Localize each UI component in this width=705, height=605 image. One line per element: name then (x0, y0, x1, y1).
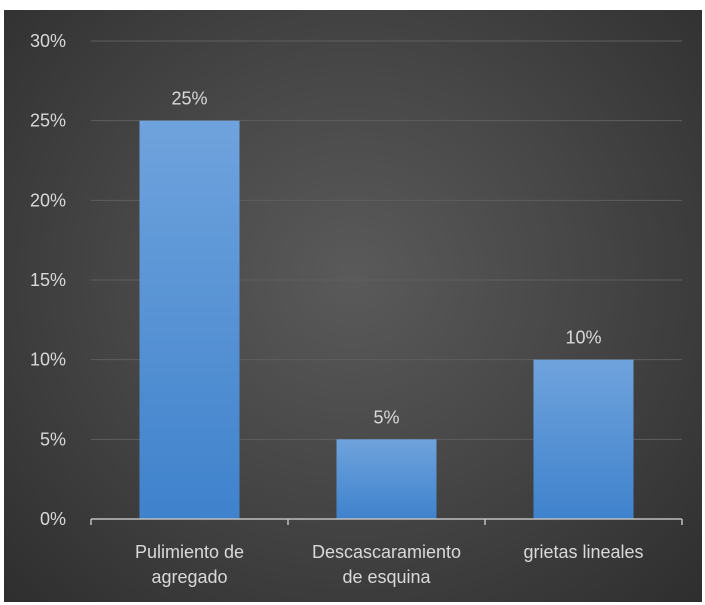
data-labels: 25% 5% 10% (171, 89, 601, 428)
y-tick-label: 20% (30, 190, 66, 210)
y-tick-label: 5% (40, 429, 66, 449)
x-axis-category-labels: Pulimiento de agregado Descascaramiento de … (135, 542, 644, 587)
bar-data-label: 10% (565, 328, 601, 348)
category-label-line: Pulimiento de (135, 542, 244, 562)
bar-data-label: 5% (373, 407, 399, 427)
y-tick-label: 15% (30, 270, 66, 290)
y-tick-label: 30% (30, 31, 66, 51)
category-label: Descascaramiento de esquina (312, 542, 461, 587)
y-tick-label: 0% (40, 509, 66, 529)
x-axis (90, 518, 683, 525)
y-tick-label: 25% (30, 111, 66, 131)
bar (533, 359, 634, 519)
y-tick-label: 10% (30, 350, 66, 370)
category-label-line: grietas lineales (523, 542, 643, 562)
bar (336, 439, 437, 519)
category-label-line: agregado (151, 567, 227, 587)
chart-area: 0% 5% 10% 15% 20% 25% 30% 25% 5% 10% Pulimiento … (4, 10, 702, 602)
bar-chart: 0% 5% 10% 15% 20% 25% 30% 25% 5% 10% Pulimiento … (30, 31, 683, 587)
bars (139, 120, 634, 520)
bar (139, 120, 240, 520)
y-axis-tick-labels: 0% 5% 10% 15% 20% 25% 30% (30, 31, 66, 529)
category-label: grietas lineales (523, 542, 643, 562)
category-label-line: de esquina (342, 567, 431, 587)
category-label-line: Descascaramiento (312, 542, 461, 562)
bar-data-label: 25% (171, 89, 207, 109)
category-label: Pulimiento de agregado (135, 542, 244, 587)
